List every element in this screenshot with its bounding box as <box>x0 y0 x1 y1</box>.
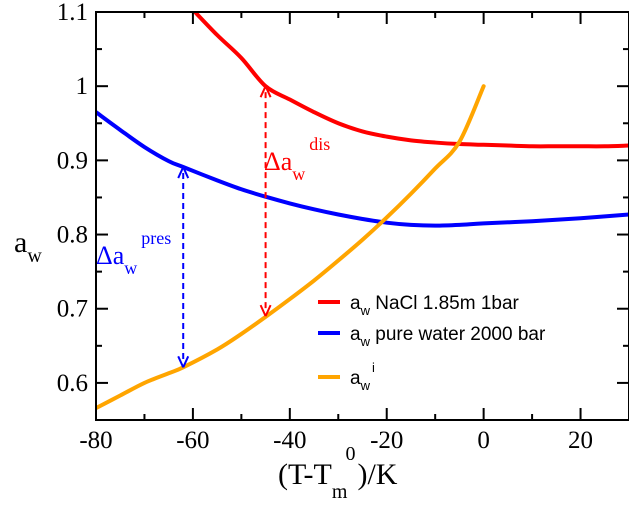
x-tick-label: -20 <box>370 427 403 454</box>
annotation-label-delta-aw-dis: Δawdis <box>264 134 330 184</box>
legend-label-2: awi <box>350 360 375 393</box>
y-tick-label: 1 <box>76 73 89 100</box>
legend-label-0: aw NaCl 1.85m 1bar <box>350 293 520 318</box>
annotation-arrow-delta-aw-dis <box>259 85 272 317</box>
series-group <box>96 12 629 411</box>
series-line-0 <box>192 12 629 149</box>
y-tick-label: 1.1 <box>57 0 88 26</box>
y-tick-label: 0.7 <box>57 296 88 323</box>
x-tick-label: -40 <box>273 427 306 454</box>
y-tick-label: 0.9 <box>57 147 88 174</box>
annotation-arrow-delta-aw-pres <box>177 166 190 368</box>
plot-frame <box>95 11 629 421</box>
legend: aw NaCl 1.85m 1bar aw pure water 2000 bar… <box>318 293 546 393</box>
series-line-2 <box>96 84 486 411</box>
legend-label-1: aw pure water 2000 bar <box>350 324 546 349</box>
annotation-label-delta-aw-pres: Δawpres <box>96 228 171 278</box>
x-axis-label: (T-Tm0)/K <box>278 443 398 503</box>
y-tick-label: 0.8 <box>57 222 88 249</box>
y-tick-label: 0.6 <box>57 370 88 397</box>
x-tick-label: 20 <box>568 427 593 454</box>
y-axis-label: aw <box>14 226 42 267</box>
x-tick-label: 0 <box>477 427 490 454</box>
series-line-1 <box>96 110 629 228</box>
plot-area: Δawdis Δawpres -80 -60 -40 -20 0 20 0.6 0.7 0.8 0.9… <box>14 0 629 503</box>
x-tick-label: -80 <box>79 427 112 454</box>
x-tick-label: -60 <box>176 427 209 454</box>
